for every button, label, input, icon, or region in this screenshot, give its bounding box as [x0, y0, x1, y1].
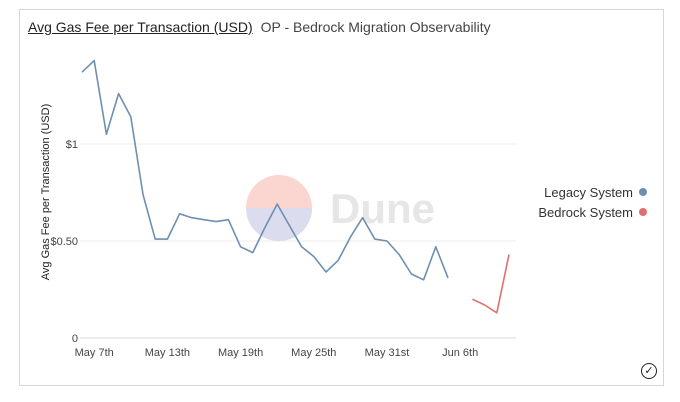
x-tick-label: Jun 6th — [442, 347, 478, 359]
watermark-circle-bottom — [246, 208, 312, 241]
series-line-legacy — [81, 59, 449, 281]
legend-label-legacy: Legacy System — [544, 184, 633, 200]
chart-card: Avg Gas Fee per Transaction (USD) OP - Be… — [19, 9, 664, 386]
chart-title[interactable]: Avg Gas Fee per Transaction (USD) — [28, 19, 253, 35]
x-axis-ticks: May 7th May 13th May 19th May 25th May 31st J… — [75, 347, 479, 359]
series-lines — [81, 59, 510, 314]
dune-watermark: Dune — [246, 175, 435, 241]
line-chart: Dune 0$0.50$1 May 7th May 13th May 19th May… — [40, 59, 516, 359]
y-tick-label: 0 — [72, 333, 78, 345]
x-tick-label: May 13th — [145, 347, 190, 359]
x-tick-label: May 31st — [365, 347, 410, 359]
y-tick-label: $1 — [66, 139, 78, 151]
watermark-text: Dune — [330, 185, 435, 232]
legend-item-bedrock[interactable]: Bedrock System — [538, 202, 647, 222]
legend-dot-bedrock — [639, 208, 647, 216]
legend-label-bedrock: Bedrock System — [538, 204, 633, 220]
check-circle-icon[interactable]: ✓ — [641, 363, 657, 379]
x-tick-label: May 19th — [218, 347, 263, 359]
legend-dot-legacy — [639, 188, 647, 196]
chart-subtitle: OP - Bedrock Migration Observability — [260, 19, 491, 35]
legend: Legacy System Bedrock System — [538, 182, 647, 222]
y-axis-ticks: 0 $0.50 $1 — [50, 139, 78, 345]
x-tick-label: May 7th — [75, 347, 114, 359]
x-tick-label: May 25th — [291, 347, 336, 359]
legend-item-legacy[interactable]: Legacy System — [538, 182, 647, 202]
chart-header: Avg Gas Fee per Transaction (USD) OP - Be… — [28, 19, 491, 35]
y-tick-label: $0.50 — [50, 236, 78, 248]
series-line-bedrock — [472, 254, 510, 314]
y-axis-label: Avg Gas Fee per Transaction (USD) — [40, 104, 52, 280]
